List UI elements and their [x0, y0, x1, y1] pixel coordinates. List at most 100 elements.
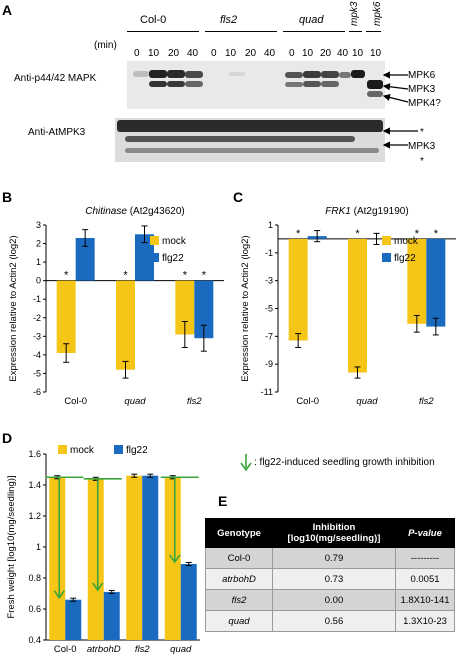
tp-quad-40: 40: [337, 48, 349, 59]
table-row: atrbohD 0.73 0.0051: [205, 568, 455, 590]
bar-mock: [175, 280, 195, 335]
group-line-col0: [127, 31, 199, 32]
y-axis-label: Fresh weight [log10(mg/seedling)]: [6, 475, 17, 618]
significance-star: *: [64, 270, 69, 282]
y-tick-label: -1: [265, 248, 273, 258]
x-category-label: fls2: [135, 644, 151, 655]
panel-letter-a: A: [2, 2, 13, 18]
significance-star: *: [434, 228, 439, 240]
band-label-mpk4: MPK4?: [408, 98, 441, 109]
group-line-fls2: [205, 31, 277, 32]
tp-fls2-40: 40: [264, 48, 276, 59]
y-tick-label: 0.8: [28, 573, 41, 583]
time-unit: (min): [94, 40, 117, 51]
x-category-label: Col-0: [54, 644, 77, 655]
significance-star: *: [183, 270, 188, 282]
cell-pvalue: 0.0051: [395, 568, 455, 590]
tp-fls2-10: 10: [225, 48, 237, 59]
significance-star: *: [355, 228, 360, 240]
blot-pmapk: [127, 61, 385, 109]
cell-genotype: atrbohD: [205, 568, 273, 590]
panel-letter-e: E: [218, 493, 228, 509]
panel-letter-b: B: [2, 189, 13, 205]
cell-inhibition: 0.56: [272, 610, 396, 632]
bar-flg22: [75, 237, 95, 281]
band-label-mpk3-b: MPK3: [408, 141, 436, 152]
tp-col0-0: 0: [134, 48, 140, 59]
group-label-col0: Col-0: [140, 14, 167, 26]
y-tick-label: -3: [33, 331, 41, 341]
y-tick-label: 0.4: [28, 635, 41, 645]
y-tick-label: -2: [33, 313, 41, 323]
cell-genotype: quad: [205, 610, 273, 632]
bar-flg22: [142, 475, 159, 640]
x-category-label: Col-0: [296, 396, 319, 407]
chart-chitinase: Chitinase (At2g43620) Expression relative…: [8, 206, 224, 407]
col-inhibition: Inhibition [log10(mg/seedling)]: [272, 518, 396, 548]
significance-star: *: [415, 228, 420, 240]
blot1-arrows: [382, 71, 409, 103]
col-inhibition-unit: [log10(mg/seedling)]: [287, 533, 381, 544]
y-axis-label: Expression relative to Actin2 (log2): [8, 235, 19, 381]
chart-title: Chitinase (At2g43620): [85, 206, 185, 217]
chart-fresh-weight: Fresh weight [log10(mg/seedling)] 1.6 1.4 1…: [6, 445, 200, 655]
group-line-mpk3: [349, 31, 362, 32]
group-line-quad: [283, 31, 345, 32]
bar-flg22: [103, 591, 120, 640]
blot2-antibody-label: Anti-AtMPK3: [28, 127, 86, 138]
tp-fls2-0: 0: [211, 48, 217, 59]
legend-label-flg22: flg22: [126, 445, 148, 456]
y-tick-label: 1.4: [28, 480, 41, 490]
col-genotype: Genotype: [205, 518, 273, 548]
table-row: Col-0 0.79 ---------: [205, 547, 455, 569]
group-label-fls2: fls2: [220, 14, 238, 26]
legend-label-flg22: flg22: [162, 253, 184, 264]
band-label-star-bottom: *: [420, 156, 424, 167]
significance-star: *: [123, 270, 128, 282]
tp-mpk6-10: 10: [370, 48, 382, 59]
tp-mpk3-10: 10: [352, 48, 364, 59]
bar-flg22: [180, 564, 197, 640]
y-tick-label: -4: [33, 350, 41, 360]
cell-genotype: Col-0: [205, 547, 273, 569]
band-label-mpk6: MPK6: [408, 70, 436, 81]
y-tick-label: -9: [265, 359, 273, 369]
table-row: fls2 0.00 1.8X10-141: [205, 589, 455, 611]
band-label-mpk3: MPK3: [408, 84, 436, 95]
y-tick-label: 1: [36, 257, 41, 267]
cell-pvalue: 1.8X10-141: [395, 589, 455, 611]
legend-label-flg22: flg22: [394, 253, 416, 264]
panel-letter-d: D: [2, 430, 13, 446]
bar-mock: [116, 280, 135, 370]
y-tick-label: 0: [36, 276, 41, 286]
growth-inhibition-note: : flg22-induced seedling growth inhibiti…: [254, 457, 435, 468]
legend-swatch-mock: [150, 236, 159, 245]
cell-genotype: fls2: [205, 589, 273, 611]
blot1-antibody-label: Anti-p44/42 MAPK: [14, 73, 97, 84]
cell-inhibition: 0.79: [272, 547, 396, 569]
x-category-label: fls2: [187, 396, 203, 407]
legend-swatch-flg22: [150, 253, 159, 262]
tp-quad-10: 10: [302, 48, 314, 59]
tp-col0-10: 10: [148, 48, 160, 59]
y-tick-label: -6: [33, 387, 41, 397]
y-tick-label: 2: [36, 239, 41, 249]
x-category-label: Col-0: [64, 396, 87, 407]
bar-flg22: [65, 599, 82, 640]
chart-frk1: FRK1 (At2g19190) Expression relative to A…: [240, 206, 456, 407]
tp-quad-20: 20: [320, 48, 332, 59]
y-axis-label: Expression relative to Actin2 (log2): [240, 235, 251, 381]
x-category-label: quad: [356, 396, 378, 407]
y-tick-label: -7: [265, 331, 273, 341]
y-tick-label: -11: [261, 387, 273, 397]
tp-col0-40: 40: [187, 48, 199, 59]
cell-pvalue: ---------: [395, 547, 455, 569]
bar-mock: [288, 238, 308, 341]
inhibition-table: Genotype Inhibition [log10(mg/seedling)]…: [205, 518, 455, 632]
chart-title: FRK1 (At2g19190): [325, 206, 408, 217]
chart-title-id: (At2g43620): [127, 206, 185, 217]
legend-swatch-mock: [58, 445, 67, 454]
table-row: quad 0.56 1.3X10-23: [205, 610, 455, 632]
y-tick-label: -5: [265, 304, 273, 314]
x-category-label: quad: [124, 396, 146, 407]
